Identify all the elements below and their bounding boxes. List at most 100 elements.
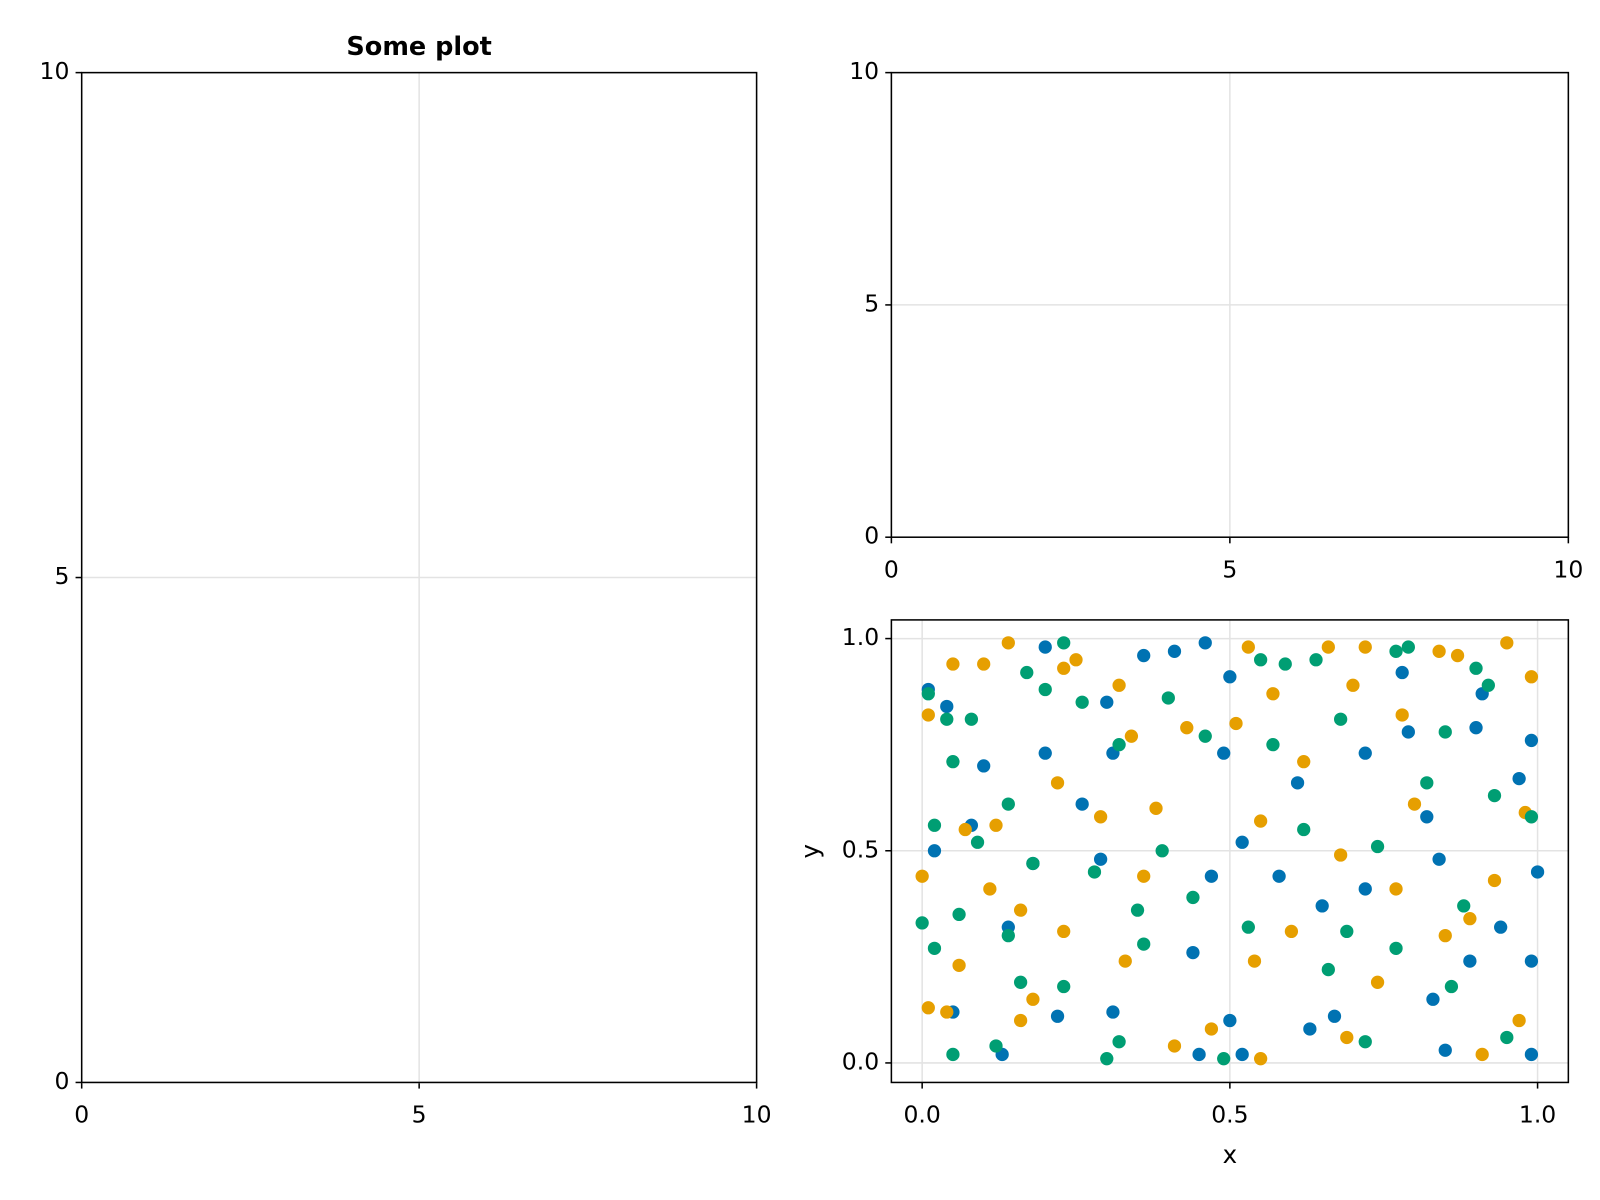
point bbox=[946, 657, 960, 671]
point bbox=[1475, 1047, 1489, 1062]
point bbox=[1038, 640, 1052, 654]
x-tick-label: 0 bbox=[884, 555, 899, 583]
point bbox=[1426, 992, 1440, 1006]
point bbox=[1524, 670, 1539, 684]
point bbox=[1358, 640, 1372, 654]
point bbox=[1358, 746, 1372, 760]
y-axis-label: y bbox=[796, 844, 825, 859]
point bbox=[1500, 636, 1514, 650]
point bbox=[1420, 810, 1434, 824]
point bbox=[1137, 648, 1151, 663]
point bbox=[1013, 903, 1028, 917]
point bbox=[1358, 1035, 1372, 1049]
point bbox=[1500, 1030, 1514, 1045]
point bbox=[1494, 920, 1508, 934]
point bbox=[1463, 954, 1477, 968]
point bbox=[1198, 636, 1212, 650]
point bbox=[1247, 954, 1262, 968]
point bbox=[1450, 648, 1465, 663]
point bbox=[921, 687, 935, 701]
point bbox=[1235, 835, 1249, 849]
point bbox=[970, 835, 985, 849]
point bbox=[1223, 670, 1237, 684]
point bbox=[1130, 903, 1145, 917]
point bbox=[958, 822, 972, 837]
point bbox=[1290, 776, 1305, 790]
point bbox=[1481, 678, 1495, 692]
point bbox=[1530, 865, 1545, 879]
point bbox=[927, 844, 942, 858]
point bbox=[1112, 738, 1126, 752]
point bbox=[1020, 665, 1034, 680]
point bbox=[1487, 788, 1502, 803]
point bbox=[1186, 890, 1200, 905]
point bbox=[1327, 1009, 1342, 1023]
point bbox=[1254, 653, 1268, 667]
point bbox=[1204, 1022, 1219, 1036]
y-tick-label: 5 bbox=[54, 562, 69, 590]
point bbox=[1050, 776, 1065, 790]
point bbox=[946, 1047, 960, 1062]
point bbox=[1469, 721, 1483, 735]
point bbox=[1223, 1013, 1237, 1028]
point bbox=[1050, 1009, 1065, 1023]
point bbox=[1266, 687, 1280, 701]
point bbox=[1395, 665, 1409, 680]
point bbox=[1217, 746, 1231, 760]
point bbox=[1057, 661, 1071, 675]
point bbox=[915, 916, 929, 930]
point bbox=[1524, 733, 1539, 748]
point bbox=[940, 1005, 954, 1019]
point bbox=[1358, 882, 1372, 896]
x-tick-label: 10 bbox=[742, 1101, 772, 1129]
point bbox=[1112, 678, 1126, 692]
point bbox=[1334, 848, 1348, 862]
x-tick-label: 10 bbox=[1553, 555, 1583, 583]
point bbox=[1469, 661, 1483, 675]
point bbox=[1303, 1022, 1317, 1036]
x-tick-label: 0 bbox=[74, 1101, 89, 1129]
point bbox=[1524, 954, 1539, 968]
x-tick-label: 0.5 bbox=[1211, 1101, 1248, 1129]
point bbox=[952, 907, 966, 922]
point bbox=[1370, 839, 1385, 854]
point bbox=[1241, 920, 1255, 934]
point bbox=[1100, 1052, 1114, 1066]
point bbox=[927, 818, 942, 832]
point bbox=[1254, 1052, 1268, 1066]
point bbox=[1272, 869, 1286, 883]
point bbox=[1512, 771, 1526, 786]
point bbox=[1278, 657, 1292, 671]
point bbox=[1321, 962, 1335, 977]
point bbox=[952, 958, 966, 972]
point bbox=[1407, 797, 1422, 811]
point bbox=[1026, 856, 1040, 871]
point bbox=[1038, 682, 1052, 697]
x-tick-label: 0.0 bbox=[903, 1101, 940, 1129]
point bbox=[1432, 644, 1446, 658]
point bbox=[1401, 640, 1415, 654]
y-tick-label: 5 bbox=[864, 289, 879, 317]
point bbox=[1389, 882, 1403, 896]
point bbox=[1180, 721, 1194, 735]
point bbox=[1001, 636, 1015, 650]
point bbox=[1235, 1047, 1249, 1062]
point bbox=[1217, 1052, 1231, 1066]
point bbox=[927, 941, 942, 955]
point bbox=[977, 657, 991, 671]
x-tick-label: 5 bbox=[1222, 555, 1237, 583]
point bbox=[1241, 640, 1255, 654]
point bbox=[1069, 653, 1083, 667]
point bbox=[1512, 1013, 1526, 1028]
x-tick-label: 5 bbox=[412, 1101, 427, 1129]
point bbox=[1321, 640, 1335, 654]
point bbox=[1420, 776, 1434, 790]
point bbox=[1057, 979, 1071, 994]
point bbox=[921, 1001, 935, 1015]
point bbox=[989, 1039, 1003, 1053]
point bbox=[1198, 729, 1212, 743]
point bbox=[1438, 928, 1452, 943]
axis-frame bbox=[890, 71, 1570, 538]
point bbox=[1112, 1035, 1126, 1049]
point bbox=[1124, 729, 1139, 743]
